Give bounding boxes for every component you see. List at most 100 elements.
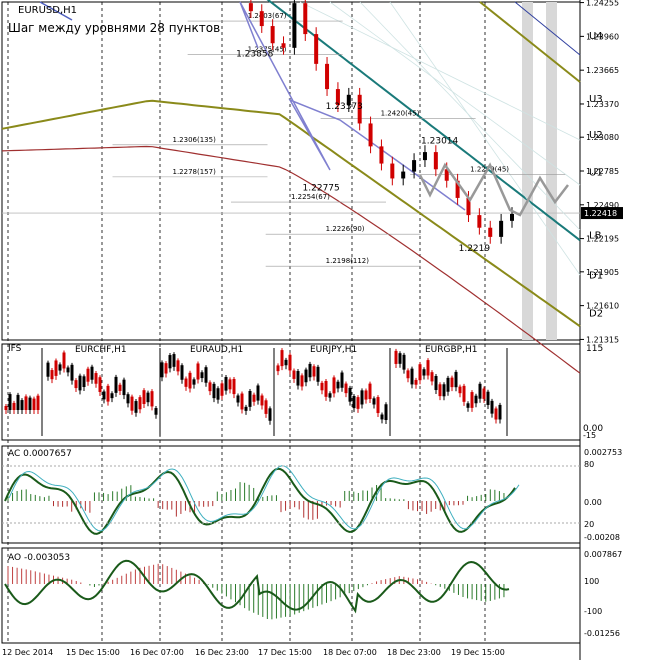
- ifs-candle-body: [406, 370, 410, 379]
- time-axis-label: 17 Dec 15:00: [258, 648, 312, 657]
- ifs-candle-body: [462, 385, 466, 402]
- ifs-candle-body: [134, 401, 138, 413]
- time-axis-label: 18 Dec 23:00: [387, 648, 441, 657]
- ifs-candle-body: [46, 362, 50, 377]
- fibo-level-label: 1.2403(67): [248, 12, 287, 20]
- band-line: [299, 1, 581, 141]
- ifs-candle-body: [268, 408, 272, 421]
- ifs-candle-body: [380, 414, 384, 420]
- ac-tick: 0.00: [584, 498, 602, 507]
- ifs-candle-body: [490, 400, 494, 414]
- ac-panel[interactable]: [2, 465, 580, 535]
- ifs-candle-body: [82, 376, 86, 388]
- ifs-candle-body: [328, 393, 332, 398]
- ifs-candle-body: [4, 406, 8, 410]
- level-label: U1: [589, 168, 603, 179]
- panel-frame: [1, 1, 581, 341]
- time-axis-label: 19 Dec 15:00: [451, 648, 505, 657]
- ifs-candle-body: [292, 370, 296, 379]
- ifs-candle-body: [368, 383, 372, 400]
- ifs-candle-body: [430, 372, 434, 382]
- candle-body: [401, 171, 406, 179]
- ifs-candle-body: [208, 382, 212, 392]
- candle-body: [259, 11, 264, 27]
- ifs-candle-body: [498, 404, 502, 420]
- ifs-candle-body: [332, 377, 336, 394]
- ifs-candle-body: [312, 366, 316, 377]
- ifs-candle-body: [150, 391, 154, 407]
- ifs-candle-body: [466, 403, 470, 408]
- ifs-candle-body: [184, 378, 188, 387]
- channel-blue: [514, 1, 581, 56]
- candle-body: [466, 197, 471, 216]
- panel-frames: [1, 0, 581, 660]
- candle-body: [303, 3, 308, 35]
- time-axis-label: 18 Dec 07:00: [323, 648, 377, 657]
- price-tick-label: 1.22195: [586, 235, 619, 244]
- channel-olive-upper: [479, 1, 581, 83]
- ifs-candle-body: [336, 381, 340, 389]
- ifs-candle-body: [28, 397, 32, 410]
- ifs-candle-body: [426, 360, 430, 376]
- ifs-candle-body: [160, 362, 164, 378]
- axes: 1.24255 1.23960 1.23665 1.23370 1.23080 1.227…: [2, 0, 623, 657]
- ifs-candle-body: [422, 369, 426, 376]
- time-axis-label: 15 Dec 15:00: [66, 648, 120, 657]
- ifs-candle-body: [118, 384, 122, 391]
- ao-tick: 0.007867: [584, 550, 622, 559]
- band-line: [389, 1, 581, 276]
- ifs-candle-body: [54, 360, 58, 376]
- ifs-candle-body: [16, 394, 20, 410]
- ifs-candle-body: [66, 367, 70, 373]
- ifs-candle-body: [316, 366, 320, 382]
- ifs-candle-body: [308, 363, 312, 378]
- ifs-candle-body: [276, 365, 280, 372]
- ifs-candle-body: [114, 376, 118, 393]
- ifs-candle-body: [142, 390, 146, 404]
- ao-tick: -100: [584, 607, 602, 616]
- ao-panel[interactable]: [4, 559, 510, 620]
- candle-body: [422, 152, 427, 161]
- panel-frame: [1, 547, 581, 644]
- ifs-candle-body: [450, 377, 454, 388]
- ifs-candle-body: [20, 400, 24, 410]
- ifs-candle-body: [138, 397, 142, 410]
- ifs-candle-body: [470, 392, 474, 408]
- ifs-candle-body: [360, 390, 364, 405]
- swing-price-label: 1.22775: [303, 183, 340, 193]
- ifs-candle-body: [248, 390, 252, 407]
- ifs-candle-body: [410, 368, 414, 385]
- main-price-panel[interactable]: U4 U3 U2 U1 LB D1 D2 1.2403(67) 1.2375(45) 1.2420…: [1, 0, 603, 374]
- band-line: [359, 1, 581, 231]
- candle-body: [488, 227, 493, 237]
- ifs-candle-body: [340, 372, 344, 388]
- fibo-level-label: 1.2226(90): [326, 225, 365, 233]
- ifs-candle-body: [442, 384, 446, 397]
- ifs-candle-body: [94, 373, 98, 384]
- candle-body: [292, 3, 297, 48]
- ifs-candle-body: [212, 383, 216, 399]
- ifs-candle-body: [196, 363, 200, 380]
- ac-secondary-line: [8, 465, 520, 532]
- ifs-candle-body: [252, 394, 256, 402]
- time-axis-label: 12 Dec 2014: [2, 648, 53, 657]
- candle-body: [335, 89, 340, 106]
- ifs-candle-body: [78, 375, 82, 391]
- ifs-candle-body: [446, 377, 450, 392]
- ifs-candle-body: [50, 370, 54, 380]
- ifs-candle-body: [58, 364, 62, 371]
- ifs-candle-body: [458, 386, 462, 394]
- ifs-candle-body: [172, 354, 176, 367]
- ifs-candle-body: [36, 395, 40, 410]
- level-label: D1: [589, 271, 603, 282]
- ifs-candle-body: [154, 408, 158, 415]
- price-tick-label: 1.21905: [586, 268, 619, 277]
- ifs-candle-body: [176, 360, 180, 372]
- ifs-panel[interactable]: [4, 348, 508, 436]
- forecast-path: [418, 162, 569, 217]
- candle-body: [379, 146, 384, 164]
- price-tick-label: 1.22490: [586, 201, 619, 210]
- ao-tick: -0.01256: [584, 629, 620, 638]
- swing-price-label: 1.23858: [236, 49, 273, 59]
